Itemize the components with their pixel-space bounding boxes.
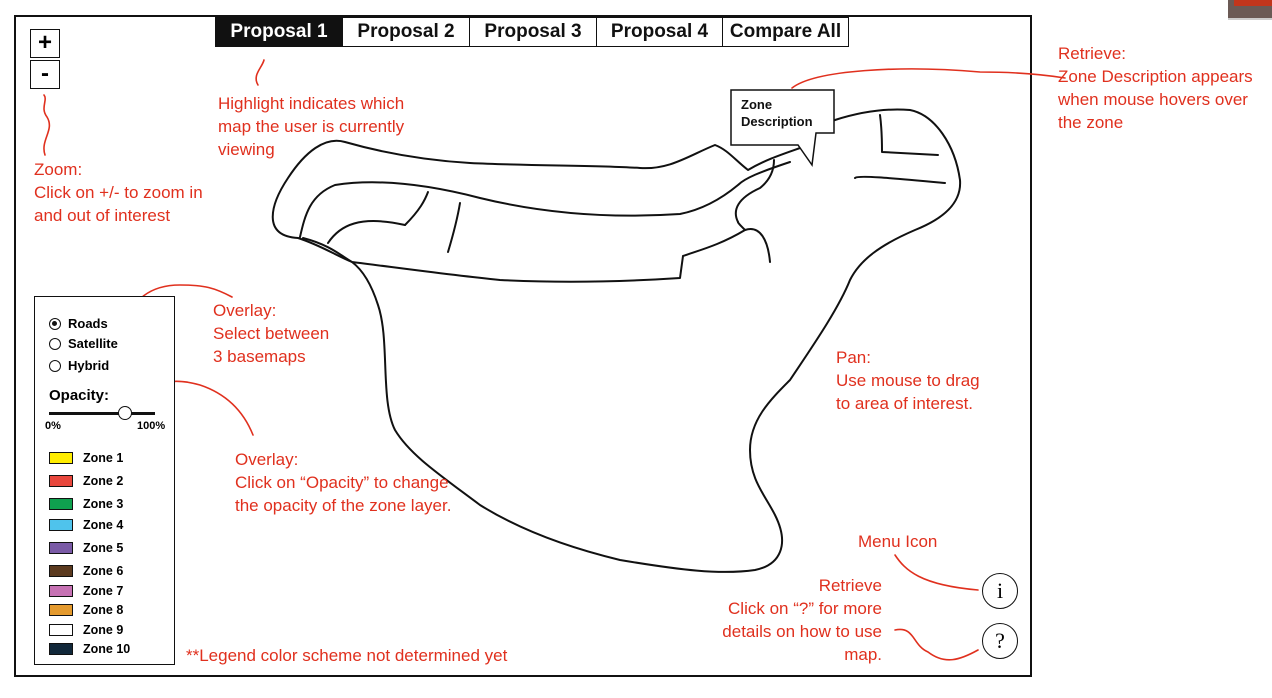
radio-selected-icon[interactable] [49, 317, 61, 330]
opacity-title[interactable]: Opacity: [49, 387, 110, 404]
legend-item: Zone 5 [49, 541, 123, 555]
annotation-overlay-opacity: Overlay: Click on “Opacity” to change th… [235, 450, 452, 515]
zone-description-text: Zone Description [741, 97, 813, 129]
help-icon[interactable]: ? [982, 623, 1018, 659]
tab-proposal-3[interactable]: Proposal 3 [470, 17, 597, 47]
zone-swatch [49, 542, 73, 554]
zone-divider [404, 191, 429, 226]
tab-proposal-4[interactable]: Proposal 4 [597, 17, 723, 47]
zone-swatch [49, 519, 73, 531]
zone-divider [447, 202, 461, 253]
legend-item: Zone 6 [49, 564, 123, 578]
annotation-legend-note: **Legend color scheme not determined yet [186, 646, 508, 665]
opacity-max-label: 100% [137, 420, 166, 432]
zone-swatch [49, 475, 73, 487]
annotation-zoom: Zoom: Click on +/- to zoom in and out of… [34, 160, 203, 225]
zoom-out-button[interactable]: - [30, 60, 60, 89]
zone-swatch [49, 604, 73, 616]
zone-label: Zone 5 [83, 541, 124, 555]
zone-swatch [49, 585, 73, 597]
zone-divider [879, 114, 939, 156]
zoom-in-button[interactable]: + [30, 29, 60, 58]
info-menu-icon[interactable]: i [982, 573, 1018, 609]
callout-menu-icon [894, 554, 979, 591]
annotation-menu-icon: Menu Icon [858, 532, 938, 551]
zone-swatch [49, 452, 73, 464]
zone-label: Zone 4 [83, 518, 124, 532]
legend-item: Zone 4 [49, 518, 123, 532]
zone-label: Zone 2 [83, 474, 124, 488]
radio-icon[interactable] [49, 359, 61, 372]
legend-item: Zone 1 [49, 451, 123, 465]
map-frame[interactable] [14, 15, 1032, 677]
basemap-label: Satellite [68, 336, 118, 351]
basemap-satellite[interactable]: Satellite [49, 336, 118, 351]
legend-item: Zone 3 [49, 497, 123, 511]
tab-proposal-2[interactable]: Proposal 2 [343, 17, 470, 47]
zone-swatch [49, 565, 73, 577]
zone-swatch [49, 498, 73, 510]
zone-divider [302, 228, 771, 283]
callout-help [894, 628, 979, 661]
zone-label: Zone 1 [83, 451, 124, 465]
radio-icon[interactable] [49, 337, 61, 350]
annotation-overlay-basemap: Overlay: Select between 3 basemaps [213, 301, 330, 366]
proposal-tabs: Proposal 1 Proposal 2 Proposal 3 Proposa… [215, 17, 849, 47]
legend-item: Zone 7 [49, 584, 123, 598]
annotation-retrieve-zone: Retrieve: Zone Description appears when … [1058, 44, 1253, 132]
zone-label: Zone 10 [83, 642, 131, 656]
legend-item: Zone 8 [49, 603, 123, 617]
opacity-min-label: 0% [45, 420, 61, 432]
callout-zone-description [791, 68, 1066, 89]
callout-highlight [255, 59, 265, 86]
basemap-hybrid[interactable]: Hybrid [49, 358, 109, 373]
basemap-roads[interactable]: Roads [49, 316, 108, 331]
zone-divider [854, 175, 946, 184]
legend-panel: Roads Satellite Hybrid Opacity: 0% 100% … [34, 296, 175, 665]
opacity-slider-knob[interactable] [118, 406, 133, 420]
tab-proposal-1[interactable]: Proposal 1 [215, 17, 343, 47]
zone-label: Zone 3 [83, 497, 124, 511]
zone-divider [327, 220, 406, 244]
zone-swatch [49, 624, 73, 636]
opacity-slider-track[interactable] [49, 412, 155, 415]
zone-label: Zone 6 [83, 564, 124, 578]
zone-label: Zone 9 [83, 623, 124, 637]
callout-zoom [43, 94, 51, 156]
zone-divider [737, 221, 746, 231]
legend-item: Zone 2 [49, 474, 123, 488]
zone-swatch [49, 643, 73, 655]
zone-description-popup [730, 89, 835, 168]
basemap-label: Roads [68, 316, 108, 331]
legend-item: Zone 9 [49, 623, 123, 637]
zone-outline [271, 108, 962, 573]
zone-label: Zone 7 [83, 584, 124, 598]
annotation-pan: Pan: Use mouse to drag to area of intere… [836, 348, 980, 413]
zone-divider [734, 159, 775, 223]
tab-compare-all[interactable]: Compare All [723, 17, 849, 47]
basemap-label: Hybrid [68, 358, 110, 373]
annotation-highlight: Highlight indicates which map the user i… [218, 94, 405, 159]
corner-thumbnail [1228, 0, 1272, 20]
annotation-retrieve-help: Retrieve Click on “?” for more details o… [722, 576, 882, 664]
zone-divider [299, 161, 791, 238]
zone-label: Zone 8 [83, 603, 124, 617]
legend-item: Zone 10 [49, 642, 130, 656]
